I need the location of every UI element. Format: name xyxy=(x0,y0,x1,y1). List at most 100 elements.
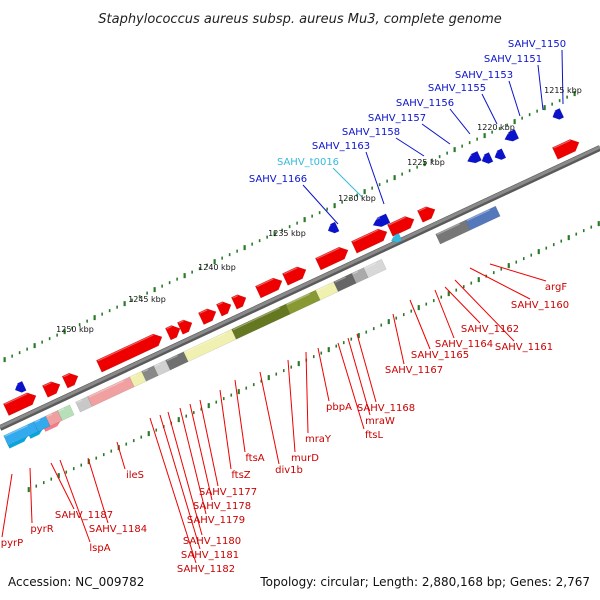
reverse-gene-7 xyxy=(327,221,340,234)
gene-block-4-highlight xyxy=(58,408,65,412)
gene-block-7-highlight xyxy=(130,374,137,378)
gene-block-18-highlight xyxy=(436,223,460,236)
gene-block-18-shape xyxy=(435,219,471,245)
forward-gene-13 xyxy=(350,228,388,254)
forward-gene-12-highlight xyxy=(316,247,340,260)
inner-gene-label: pyrR xyxy=(30,524,53,535)
reverse-gene-1-shape xyxy=(467,150,482,164)
gene-block-13 xyxy=(285,289,321,315)
forward-gene-14-highlight xyxy=(388,216,406,226)
outer-gene-label: SAHV_1157 xyxy=(368,113,426,124)
inner-leader-line xyxy=(29,467,33,524)
outer-leader-line xyxy=(302,184,339,225)
tick-label: 1235 kbp xyxy=(268,229,306,238)
inner-gene-label: lspA xyxy=(89,543,110,554)
forward-gene-8-shape xyxy=(215,301,232,317)
reverse-gene-4 xyxy=(503,129,520,142)
forward-gene-10-shape xyxy=(254,277,283,299)
trna-gene-shape xyxy=(390,232,403,243)
gene-block-11 xyxy=(183,328,237,363)
inner-gene-label: SAHV_1179 xyxy=(187,515,245,526)
reverse-gene-3-shape xyxy=(494,148,507,161)
reverse-gene-7-highlight xyxy=(327,224,332,228)
gene-block-6 xyxy=(87,376,135,407)
forward-gene-3-shape xyxy=(61,372,79,389)
forward-gene-16 xyxy=(551,139,580,160)
reverse-gene-6 xyxy=(371,213,391,228)
inner-gene-label: pyrP xyxy=(1,538,23,549)
forward-gene-8-highlight xyxy=(217,301,224,306)
gene-block-8-highlight xyxy=(142,368,149,373)
forward-gene-7 xyxy=(197,308,217,325)
forward-gene-10 xyxy=(254,277,283,299)
inner-gene-label: SAHV_1178 xyxy=(193,501,251,512)
inner-leader-line xyxy=(434,289,455,339)
reverse-gene-3 xyxy=(493,148,507,161)
inner-gene-label: SAHV_1164 xyxy=(435,339,493,350)
tick-labels: 1215 kbp 1220 kbp 1225 kbp 1230 kbp 1235 kbp… xyxy=(56,86,582,334)
gene-block-18 xyxy=(435,219,471,245)
inner-leader-line xyxy=(489,263,547,282)
forward-gene-2 xyxy=(41,381,61,398)
gene-block-8 xyxy=(141,365,159,382)
inner-leader-line xyxy=(116,441,126,470)
forward-gene-6-highlight xyxy=(178,320,185,324)
inner-leader-line xyxy=(149,417,197,564)
forward-gene-6-shape xyxy=(176,319,193,335)
gene-block-3-highlight xyxy=(46,413,53,418)
reverse-gene-1-highlight xyxy=(466,154,472,158)
trna-gene-highlight xyxy=(390,235,395,239)
inner-leader-line xyxy=(189,403,213,501)
gene-block-1-shape xyxy=(3,421,39,447)
gene-block-15-highlight xyxy=(334,276,346,283)
forward-gene-14 xyxy=(386,216,415,237)
forward-gene-11-shape xyxy=(281,266,307,286)
gene-block-2-highlight xyxy=(34,419,41,423)
outer-leader-line xyxy=(332,167,364,199)
inner-gene-label: murD xyxy=(291,453,319,464)
forward-gene-3 xyxy=(61,372,79,389)
inner-leader-line xyxy=(87,457,109,524)
gene-block-19-shape xyxy=(465,205,501,231)
inner-leader-line xyxy=(337,342,365,430)
reverse-gene-5-highlight xyxy=(551,110,556,114)
reverse-gene-6-highlight xyxy=(371,217,381,222)
inner-leader-line xyxy=(469,267,531,300)
forward-gene-16-shape xyxy=(551,139,580,160)
gene-block-1 xyxy=(3,421,39,447)
gene-block-8-shape xyxy=(141,365,159,382)
forward-gene-11 xyxy=(281,266,307,286)
tick-label: 1215 kbp xyxy=(544,86,582,95)
inner-leader-line xyxy=(409,299,431,350)
inner-gene-label: pbpA xyxy=(326,402,352,413)
gene-block-17-highlight xyxy=(364,262,376,269)
reverse-gene-6-shape xyxy=(372,213,391,228)
forward-gene-10-highlight xyxy=(256,278,274,288)
gene-block-14-highlight xyxy=(316,285,328,292)
inner-leader-line xyxy=(259,371,280,465)
forward-gene-9-highlight xyxy=(232,294,239,299)
inner-leader-line xyxy=(444,286,481,324)
inner-leader-line xyxy=(392,313,405,365)
gene-block-9-highlight xyxy=(154,363,161,367)
inner-gene-label: SAHV_1167 xyxy=(385,365,443,376)
forward-gene-1 xyxy=(2,392,37,416)
inner-gene-label: argF xyxy=(545,282,567,293)
gene-block-6-shape xyxy=(87,376,135,407)
genome-summary-text: Topology: circular; Length: 2,880,168 bp… xyxy=(259,575,590,589)
reverse-gene-4-shape xyxy=(504,129,520,142)
gene-block-16-highlight xyxy=(352,270,359,275)
accession-text: Accession: NC_009782 xyxy=(8,575,144,589)
gene-block-12-highlight xyxy=(232,307,280,331)
forward-gene-2-shape xyxy=(41,381,61,398)
gene-block-11-shape xyxy=(183,328,237,363)
forward-gene-15-shape xyxy=(416,206,436,223)
gene-block-4-shape xyxy=(57,404,75,421)
reverse-gene-2-highlight xyxy=(480,154,485,158)
gene-block-11-highlight xyxy=(184,332,226,353)
inner-leader-line xyxy=(347,337,371,416)
forward-gene-2-highlight xyxy=(43,381,52,387)
outer-leader-line xyxy=(421,123,451,145)
